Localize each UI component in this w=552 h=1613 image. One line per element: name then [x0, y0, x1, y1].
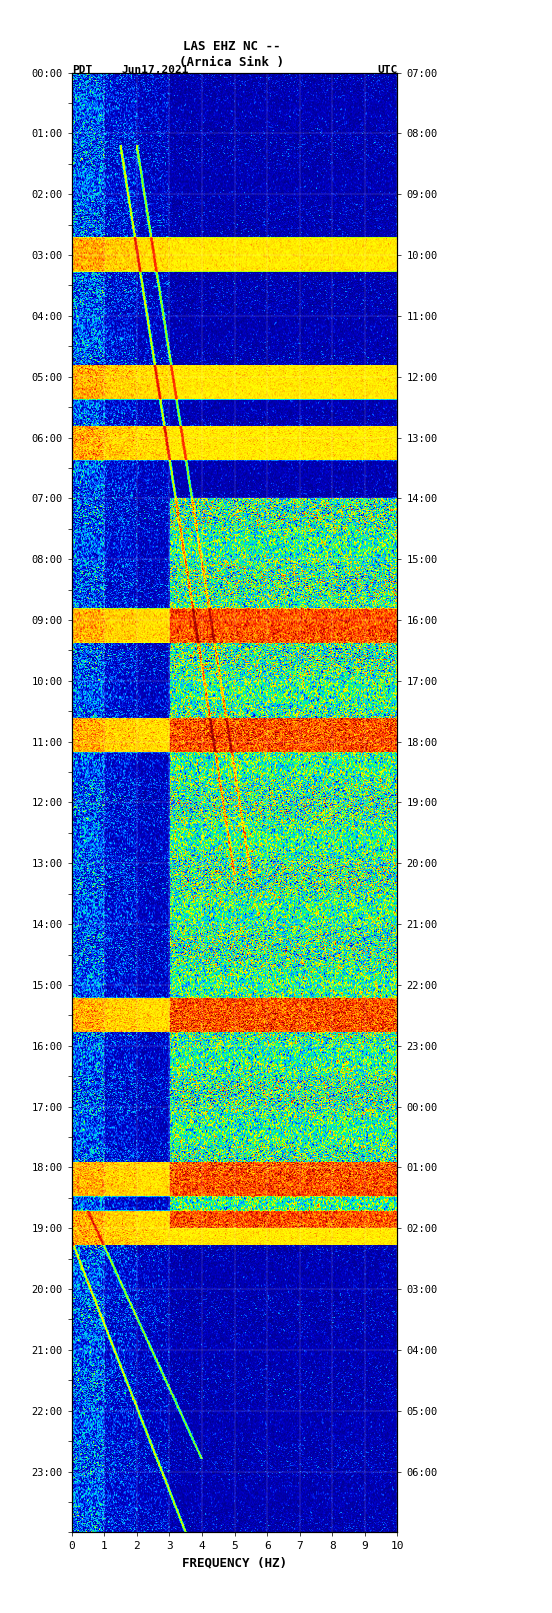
Text: UTC: UTC [377, 65, 397, 74]
Text: LAS EHZ NC --: LAS EHZ NC -- [183, 40, 280, 53]
Text: Jun17,2021: Jun17,2021 [121, 65, 189, 74]
Text: (Arnica Sink ): (Arnica Sink ) [179, 56, 284, 69]
X-axis label: FREQUENCY (HZ): FREQUENCY (HZ) [182, 1557, 287, 1569]
Text: PDT: PDT [72, 65, 92, 74]
Text: USGS: USGS [22, 19, 45, 29]
